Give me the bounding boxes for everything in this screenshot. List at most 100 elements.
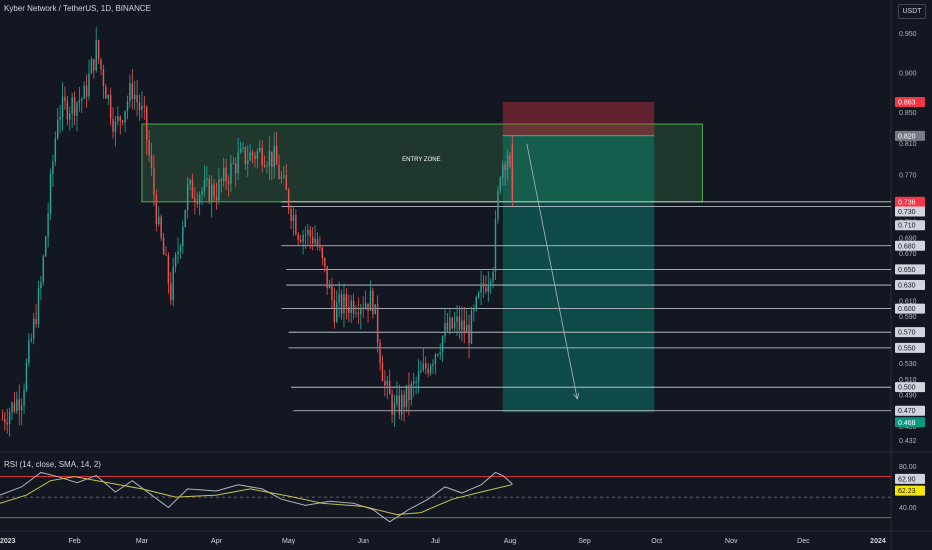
- candle-body: [307, 229, 309, 235]
- price-tag: [895, 206, 925, 217]
- candle-body: [232, 163, 235, 164]
- candle-body: [30, 338, 32, 341]
- rsi-tick-label: 40.00: [899, 505, 917, 512]
- candle-body: [319, 246, 321, 248]
- price-tick-label: 0.950: [899, 31, 917, 38]
- price-tag-label: 0.600: [898, 306, 916, 313]
- price-tag: [895, 382, 925, 393]
- rsi-value-tag: [895, 473, 925, 484]
- candle-body: [444, 322, 446, 337]
- price-tick-label: 0.850: [899, 110, 917, 117]
- time-tick-label: Dec: [797, 538, 810, 545]
- price-tag-label: 0.650: [898, 267, 916, 274]
- candle-body: [225, 167, 227, 182]
- candle-body: [463, 320, 465, 332]
- price-tag: [895, 417, 925, 428]
- candle-body: [477, 292, 480, 298]
- candle-body: [487, 284, 490, 292]
- candle-body: [198, 195, 201, 204]
- candle-body: [396, 395, 398, 404]
- price-tick-label: 0.690: [899, 235, 917, 242]
- time-tick-label: Mar: [136, 538, 149, 545]
- candle-body: [42, 256, 45, 283]
- candle-body: [384, 381, 386, 386]
- rsi-indicator-label[interactable]: RSI (14, close, SMA, 14, 2): [4, 460, 101, 469]
- candle-body: [112, 119, 114, 132]
- candle-body: [357, 312, 360, 315]
- candle-body: [201, 191, 203, 196]
- candle-body: [49, 173, 52, 214]
- candle-body: [331, 284, 333, 300]
- candle-body: [278, 164, 280, 179]
- candle-body: [52, 161, 54, 174]
- candle-body: [4, 418, 6, 423]
- price-tag-label: 0.570: [898, 330, 916, 337]
- candle-body: [388, 380, 391, 395]
- candle-body: [425, 363, 427, 369]
- candle-body: [78, 100, 81, 103]
- candle-body: [249, 152, 251, 161]
- candle-body: [280, 177, 283, 179]
- candle-body: [271, 151, 273, 167]
- candle-body: [367, 303, 369, 311]
- time-tick-label: Jul: [431, 538, 440, 545]
- candle-body: [172, 267, 174, 301]
- time-tick-label: 2023: [0, 538, 16, 545]
- price-tag-label: 0.863: [898, 100, 916, 107]
- candle-body: [35, 318, 37, 325]
- candle-body: [432, 363, 434, 367]
- candle-body: [485, 287, 487, 292]
- price-tag-label: 0.680: [898, 243, 916, 250]
- candle-body: [302, 234, 304, 242]
- price-tag: [895, 303, 925, 314]
- candle-body: [256, 151, 259, 160]
- candle-body: [333, 299, 336, 322]
- candle-body: [54, 138, 57, 162]
- candle-body: [439, 352, 441, 355]
- candle-body: [492, 271, 494, 282]
- candle-body: [37, 288, 40, 325]
- candle-body: [136, 95, 138, 103]
- price-tag: [895, 240, 925, 251]
- candle-body: [90, 59, 93, 74]
- forecast-arrow-head: [573, 393, 580, 400]
- candle-body: [153, 168, 155, 195]
- candle-body: [499, 177, 502, 192]
- entry-zone-label: ENTRY ZONE: [402, 157, 440, 163]
- candle-body: [162, 237, 165, 255]
- candle-body: [295, 215, 297, 235]
- candle-body: [461, 320, 463, 330]
- candle-body: [434, 354, 437, 364]
- candle-body: [345, 294, 348, 308]
- candle-body: [420, 370, 422, 373]
- candle-body: [422, 363, 425, 371]
- candle-body: [186, 184, 189, 211]
- price-tag-label: 0.736: [898, 199, 916, 206]
- candle-body: [292, 215, 295, 222]
- price-tag: [895, 327, 925, 338]
- candle-body: [206, 178, 208, 181]
- time-tick-label: 2024: [870, 538, 886, 545]
- candle-body: [215, 196, 218, 201]
- candle-body: [285, 175, 287, 190]
- candle-body: [290, 208, 292, 222]
- time-tick-label: Jun: [358, 538, 369, 545]
- currency-selector[interactable]: USDT: [898, 4, 926, 19]
- price-tag-label: 0.468: [898, 420, 916, 427]
- price-tag-label: 0.630: [898, 283, 916, 290]
- price-tag-label: 0.500: [898, 385, 916, 392]
- candle-body: [114, 121, 117, 132]
- candle-body: [482, 283, 485, 288]
- candle-body: [468, 324, 470, 344]
- candle-body: [480, 283, 482, 293]
- candle-body: [230, 163, 232, 184]
- candle-body: [261, 147, 263, 166]
- candle-body: [251, 152, 254, 156]
- price-tag: [895, 130, 925, 141]
- price-tick-label: 0.670: [899, 251, 917, 258]
- candle-body: [504, 164, 506, 171]
- candle-body: [129, 83, 131, 102]
- candle-body: [324, 258, 326, 267]
- candle-body: [102, 69, 105, 87]
